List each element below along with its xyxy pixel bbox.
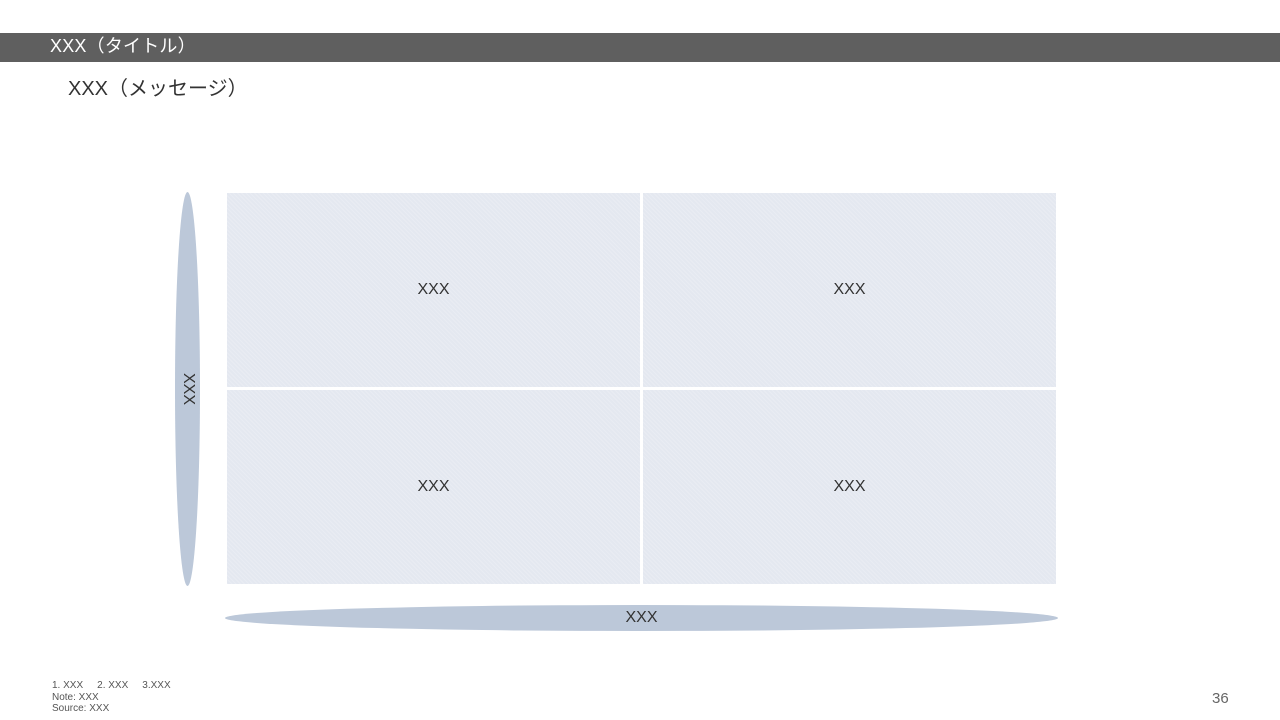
footnote-ref-2: 2. XXX: [97, 680, 129, 691]
title-bar: XXX（タイトル）: [0, 33, 1280, 62]
slide-message: XXX（メッセージ）: [68, 78, 248, 100]
x-axis-label: XXX: [625, 609, 658, 626]
quadrant-top-right: XXX: [643, 193, 1056, 387]
slide-title: XXX（タイトル）: [50, 36, 196, 56]
footnote-ref-1: 1. XXX: [52, 680, 84, 691]
page-number: 36: [1212, 690, 1229, 707]
footnotes: 1. XXX 2. XXX 3.XXX Note: XXX Source: XXX: [52, 680, 185, 715]
quadrant-bottom-right: XXX: [643, 390, 1056, 584]
footnote-refs: 1. XXX 2. XXX 3.XXX: [52, 680, 185, 692]
y-axis-label: XXX: [179, 372, 197, 406]
y-axis-oval: XXX: [175, 192, 200, 586]
x-axis-oval: XXX: [225, 605, 1058, 631]
quadrant-top-left: XXX: [227, 193, 640, 387]
footnote-note: Note: XXX: [52, 691, 99, 703]
footnote-ref-3: 3.XXX: [142, 680, 171, 691]
quadrant-matrix: XXX XXX XXX XXX: [227, 193, 1056, 584]
quadrant-bottom-left: XXX: [227, 390, 640, 584]
footnote-source: Source: XXX: [52, 703, 110, 714]
